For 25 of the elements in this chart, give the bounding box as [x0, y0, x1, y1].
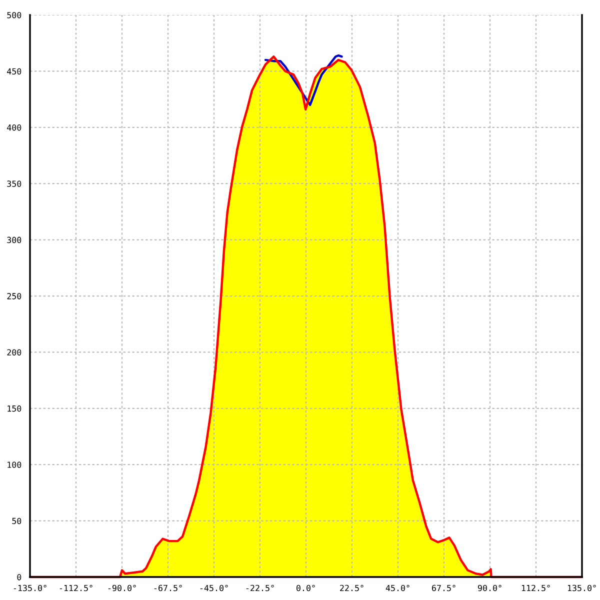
x-tick-label: 90.0°: [478, 584, 502, 592]
y-tick-label: 350: [7, 180, 22, 187]
x-tick-label: -90.0°: [108, 584, 136, 592]
x-tick-label: -135.0°: [14, 584, 46, 592]
x-tick-label: -22.5°: [246, 584, 274, 592]
x-tick-label: -45.0°: [200, 584, 228, 592]
y-tick-label: 300: [7, 236, 22, 244]
y-tick-label: 200: [7, 349, 22, 356]
x-tick-label: 112.5°: [522, 584, 550, 592]
y-tick-label: 100: [8, 462, 22, 468]
x-tick-label: 45.0°: [386, 584, 410, 592]
x-tick-label: 135.0°: [568, 584, 596, 592]
x-tick-label: -67.5°: [154, 584, 182, 592]
x-tick-label: 67.5°: [432, 584, 456, 592]
y-tick-label: 500: [7, 12, 22, 18]
y-tick-label: 150: [8, 405, 22, 412]
x-tick-label: -112.5°: [60, 584, 92, 592]
y-tick-label: 400: [7, 124, 22, 131]
y-tick-label: 250: [7, 293, 22, 300]
y-tick-label: 0: [17, 574, 22, 580]
x-tick-label: 0.0°: [296, 584, 315, 592]
x-tick-label: 22.5°: [340, 584, 364, 592]
line-series: [264, 54, 343, 106]
y-tick-label: 50: [12, 518, 22, 524]
y-tick-label: 450: [7, 68, 22, 75]
